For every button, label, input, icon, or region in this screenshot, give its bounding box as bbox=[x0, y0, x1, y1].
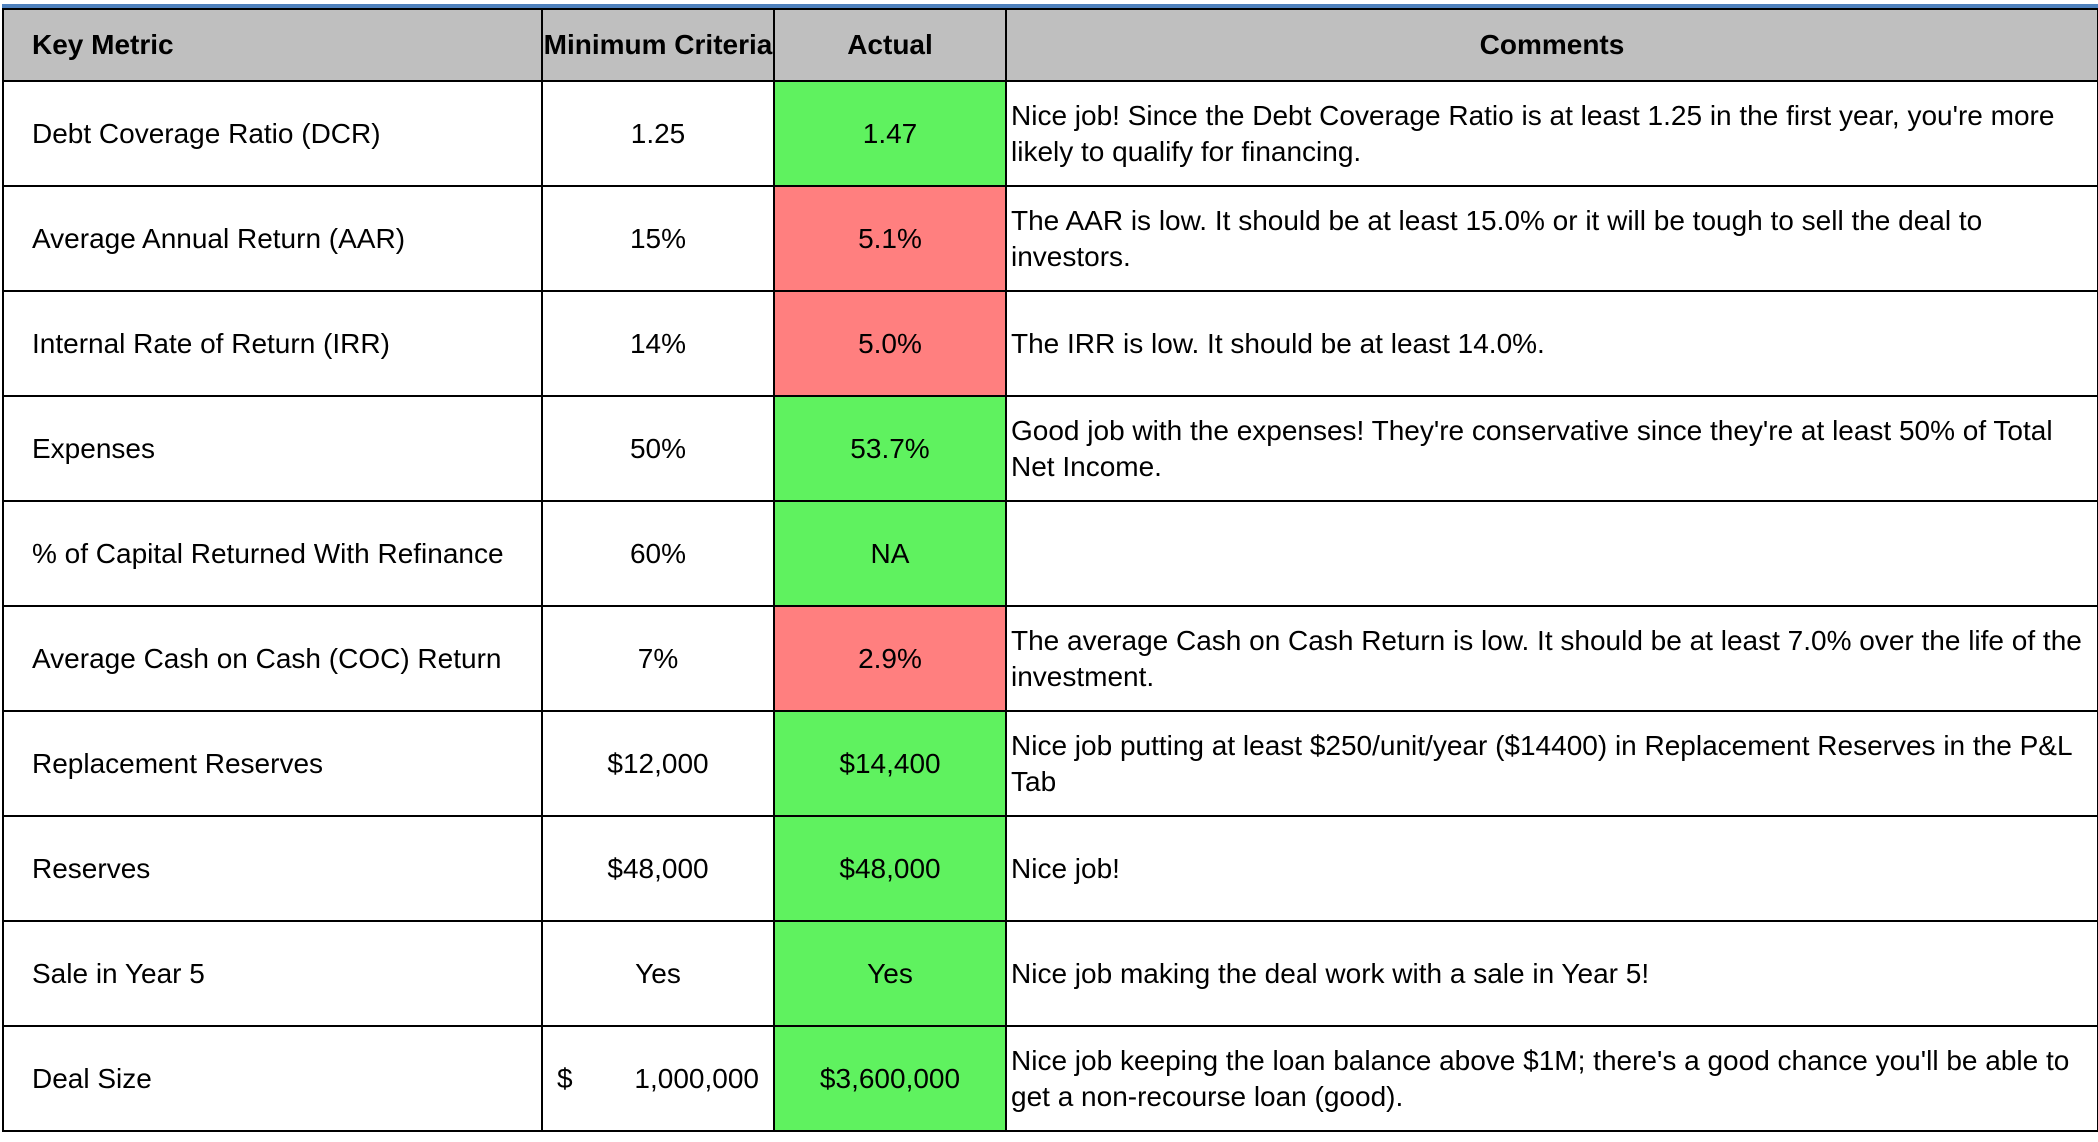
minimum-cell[interactable]: $48,000 bbox=[541, 815, 775, 922]
metric-cell[interactable]: Average Cash on Cash (COC) Return bbox=[2, 605, 543, 712]
actual-cell[interactable]: NA bbox=[773, 500, 1007, 607]
comment-cell[interactable]: The AAR is low. It should be at least 15… bbox=[1005, 185, 2098, 292]
comment-cell[interactable] bbox=[1005, 500, 2098, 607]
actual-cell[interactable]: 1.47 bbox=[773, 80, 1007, 187]
metric-cell[interactable]: Deal Size bbox=[2, 1025, 543, 1132]
metric-cell[interactable]: Debt Coverage Ratio (DCR) bbox=[2, 80, 543, 187]
table-row: Sale in Year 5 Yes Yes Nice job making t… bbox=[2, 920, 2098, 1027]
metric-cell[interactable]: Sale in Year 5 bbox=[2, 920, 543, 1027]
minimum-cell[interactable]: 50% bbox=[541, 395, 775, 502]
header-key-metric[interactable]: Key Metric bbox=[2, 8, 543, 82]
minimum-cell[interactable]: 7% bbox=[541, 605, 775, 712]
minimum-cell[interactable]: 15% bbox=[541, 185, 775, 292]
table-row: Expenses 50% 53.7% Good job with the exp… bbox=[2, 395, 2098, 502]
header-row: Key Metric Minimum Criteria Actual Comme… bbox=[2, 8, 2098, 82]
comment-cell[interactable]: Nice job putting at least $250/unit/year… bbox=[1005, 710, 2098, 817]
metric-cell[interactable]: Replacement Reserves bbox=[2, 710, 543, 817]
minimum-amount: 1,000,000 bbox=[634, 1062, 759, 1094]
table-row: Replacement Reserves $12,000 $14,400 Nic… bbox=[2, 710, 2098, 817]
comment-cell[interactable]: The average Cash on Cash Return is low. … bbox=[1005, 605, 2098, 712]
minimum-cell[interactable]: Yes bbox=[541, 920, 775, 1027]
table-row: Internal Rate of Return (IRR) 14% 5.0% T… bbox=[2, 290, 2098, 397]
actual-cell[interactable]: $14,400 bbox=[773, 710, 1007, 817]
actual-cell[interactable]: $48,000 bbox=[773, 815, 1007, 922]
comment-cell[interactable]: Nice job! bbox=[1005, 815, 2098, 922]
minimum-cell[interactable]: $ 1,000,000 bbox=[541, 1025, 775, 1132]
actual-cell[interactable]: Yes bbox=[773, 920, 1007, 1027]
table-row: Reserves $48,000 $48,000 Nice job! bbox=[2, 815, 2098, 922]
comment-cell[interactable]: The IRR is low. It should be at least 14… bbox=[1005, 290, 2098, 397]
table-row: Debt Coverage Ratio (DCR) 1.25 1.47 Nice… bbox=[2, 80, 2098, 187]
metric-cell[interactable]: Reserves bbox=[2, 815, 543, 922]
actual-cell[interactable]: 5.1% bbox=[773, 185, 1007, 292]
minimum-cell[interactable]: $12,000 bbox=[541, 710, 775, 817]
key-metrics-table: Key Metric Minimum Criteria Actual Comme… bbox=[2, 8, 2098, 1132]
comment-cell[interactable]: Nice job! Since the Debt Coverage Ratio … bbox=[1005, 80, 2098, 187]
actual-cell[interactable]: 5.0% bbox=[773, 290, 1007, 397]
key-metrics-sheet: Key Metric Minimum Criteria Actual Comme… bbox=[2, 4, 2098, 1132]
table-row: Deal Size $ 1,000,000 $3,600,000 Nice jo… bbox=[2, 1025, 2098, 1132]
actual-cell[interactable]: 53.7% bbox=[773, 395, 1007, 502]
table-row: Average Annual Return (AAR) 15% 5.1% The… bbox=[2, 185, 2098, 292]
header-minimum-criteria[interactable]: Minimum Criteria bbox=[541, 8, 775, 82]
table-row: % of Capital Returned With Refinance 60%… bbox=[2, 500, 2098, 607]
comment-cell[interactable]: Good job with the expenses! They're cons… bbox=[1005, 395, 2098, 502]
currency-symbol: $ bbox=[557, 1062, 573, 1094]
actual-cell[interactable]: 2.9% bbox=[773, 605, 1007, 712]
metric-cell[interactable]: Internal Rate of Return (IRR) bbox=[2, 290, 543, 397]
table-row: Average Cash on Cash (COC) Return 7% 2.9… bbox=[2, 605, 2098, 712]
header-actual[interactable]: Actual bbox=[773, 8, 1007, 82]
minimum-cell[interactable]: 1.25 bbox=[541, 80, 775, 187]
metric-cell[interactable]: Expenses bbox=[2, 395, 543, 502]
minimum-cell[interactable]: 14% bbox=[541, 290, 775, 397]
comment-cell[interactable]: Nice job making the deal work with a sal… bbox=[1005, 920, 2098, 1027]
comment-cell[interactable]: Nice job keeping the loan balance above … bbox=[1005, 1025, 2098, 1132]
metric-cell[interactable]: % of Capital Returned With Refinance bbox=[2, 500, 543, 607]
actual-cell[interactable]: $3,600,000 bbox=[773, 1025, 1007, 1132]
minimum-cell[interactable]: 60% bbox=[541, 500, 775, 607]
header-comments[interactable]: Comments bbox=[1005, 8, 2098, 82]
metric-cell[interactable]: Average Annual Return (AAR) bbox=[2, 185, 543, 292]
